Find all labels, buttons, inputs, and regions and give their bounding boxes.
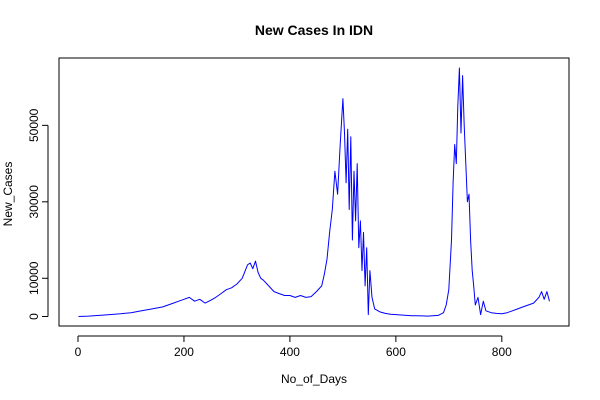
x-axis: 0 200 400 600 800 xyxy=(75,335,512,359)
x-tick-label: 400 xyxy=(280,345,300,359)
series-line-new-cases xyxy=(78,67,550,317)
y-tick-label: 0 xyxy=(27,313,41,320)
y-tick-label: 30000 xyxy=(27,185,41,219)
x-tick-label: 600 xyxy=(386,345,406,359)
y-tick-label: 10000 xyxy=(27,261,41,295)
x-tick-label: 200 xyxy=(174,345,194,359)
x-tick-label: 0 xyxy=(75,345,82,359)
chart-title: New Cases In IDN xyxy=(255,22,373,38)
y-axis-title: New_Cases xyxy=(1,162,15,227)
x-axis-title: No_of_Days xyxy=(281,372,347,386)
y-axis: 0 10000 30000 50000 xyxy=(27,108,49,320)
y-tick-label: 50000 xyxy=(27,108,41,142)
x-tick-label: 800 xyxy=(492,345,512,359)
plot-area-frame xyxy=(58,57,570,327)
